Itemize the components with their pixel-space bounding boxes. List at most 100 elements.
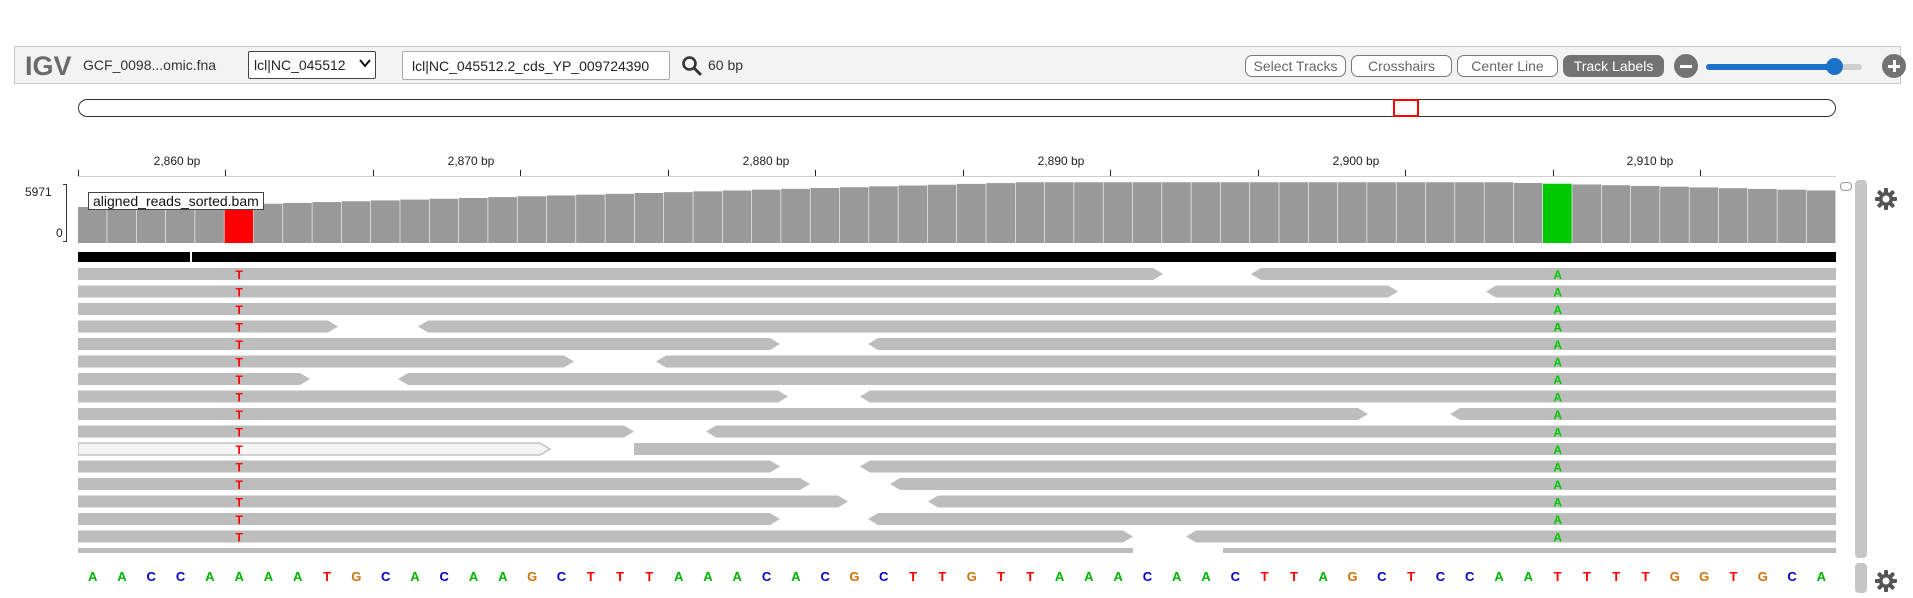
coverage-bar: [136, 207, 166, 243]
ruler-tick-label: 2,860 bp: [153, 154, 201, 168]
coverage-bar: [195, 205, 224, 243]
coverage-bar: [1718, 188, 1748, 243]
sequence-scrollbar[interactable]: [1855, 563, 1867, 593]
coverage-bar: [1484, 182, 1514, 243]
chromosome-select-value: lcl|NC_045512: [254, 57, 346, 73]
select-tracks-button[interactable]: Select Tracks: [1245, 55, 1346, 77]
gear-icon[interactable]: [1874, 569, 1898, 593]
sequence-base: A: [1113, 569, 1123, 584]
sequence-base: A: [468, 569, 479, 584]
coverage-max-label: 5971: [25, 185, 52, 199]
coverage-bar: [1777, 189, 1807, 243]
sequence-base: A: [1523, 569, 1534, 584]
zoom-slider-thumb[interactable]: [1825, 58, 1843, 75]
coverage-bar: [1806, 190, 1836, 243]
mismatch-base: A: [1553, 426, 1562, 440]
mismatch-base: A: [1553, 513, 1562, 527]
read-alignment: [1486, 285, 1836, 298]
mismatch-base: A: [1553, 268, 1562, 282]
sequence-base: C: [1142, 569, 1153, 584]
mismatch-base: A: [1553, 496, 1562, 510]
coverage-bar: [546, 195, 576, 243]
coverage-bar: [1162, 182, 1191, 243]
read-alignment: [1450, 408, 1836, 420]
crosshairs-button[interactable]: Crosshairs: [1351, 55, 1452, 77]
sequence-base: T: [1612, 569, 1621, 584]
coverage-bar: [253, 203, 283, 243]
mismatch-base: T: [235, 531, 243, 545]
track-resize-handle[interactable]: [1840, 182, 1852, 191]
mismatch-base: A: [1553, 461, 1562, 475]
sequence-base: T: [323, 569, 332, 584]
chromosome-select[interactable]: lcl|NC_045512: [248, 51, 376, 79]
downsampled-bar: [192, 252, 1836, 262]
sequence-base: A: [1172, 569, 1182, 584]
read-alignment: [78, 530, 1133, 543]
read-alignment: [78, 373, 310, 385]
coverage-min-label: 0: [56, 226, 63, 240]
alignment-track-canvas[interactable]: T A T A T A T A T A T A T A T A T A T A T A T A T A T A T A T A: [78, 180, 1836, 558]
read-alignment: [398, 373, 1836, 385]
alignment-scrollbar[interactable]: [1855, 180, 1867, 558]
mismatch-base: T: [235, 478, 243, 492]
igv-navbar: IGV GCF_0098...omic.fna lcl|NC_045512 lc…: [14, 46, 1906, 84]
sequence-base: C: [879, 569, 889, 584]
coverage-bar: [1132, 182, 1162, 243]
sequence-base: A: [732, 569, 742, 584]
track-labels-button[interactable]: Track Labels: [1563, 55, 1664, 77]
sequence-base: G: [1347, 569, 1358, 584]
ruler-tick-label: 2,900 bp: [1332, 154, 1380, 168]
coverage-bar: [1513, 182, 1543, 243]
coverage-bar: [605, 193, 635, 243]
coverage-bar: [1572, 184, 1601, 243]
zoom-slider[interactable]: [1706, 58, 1862, 75]
coverage-bar: [722, 190, 752, 243]
sequence-base: A: [263, 569, 274, 584]
sequence-base: A: [234, 569, 244, 584]
sequence-base: G: [351, 569, 362, 584]
center-line-button[interactable]: Center Line: [1457, 55, 1558, 77]
coverage-bar: [986, 183, 1015, 243]
gear-icon[interactable]: [1874, 187, 1898, 211]
coverage-bar: [1455, 182, 1484, 243]
sequence-base: A: [293, 569, 303, 584]
ruler-tick: [78, 170, 79, 177]
read-alignment: [78, 355, 574, 368]
coverage-bar: [517, 196, 547, 243]
zoom-in-icon[interactable]: [1882, 54, 1906, 78]
coverage-bar: [693, 191, 722, 243]
zoom-out-icon[interactable]: [1674, 54, 1698, 78]
sequence-base: C: [556, 569, 567, 584]
mismatch-base: T: [235, 356, 243, 370]
coverage-bar: [1191, 182, 1221, 243]
mismatch-base: T: [235, 426, 243, 440]
mismatch-base: A: [1553, 373, 1562, 387]
read-alignment: [1251, 268, 1836, 280]
coverage-bar: [1074, 182, 1103, 243]
sequence-base: A: [1054, 569, 1065, 584]
coverage-bar: [1103, 182, 1133, 243]
sequence-base: C: [146, 569, 156, 584]
zoom-slider-fill: [1706, 64, 1834, 70]
mismatch-base: A: [1553, 391, 1562, 405]
ruler-tick: [1110, 170, 1111, 177]
coverage-bar: [224, 204, 254, 243]
sequence-base: C: [380, 569, 391, 584]
read-alignment: [78, 390, 788, 403]
search-icon[interactable]: [681, 55, 703, 77]
genome-label[interactable]: GCF_0098...omic.fna: [83, 57, 217, 73]
locus-search-input[interactable]: lcl|NC_045512.2_cds_YP_009724390: [402, 51, 670, 80]
read-alignment: [634, 443, 1836, 455]
sequence-base: C: [1377, 569, 1387, 584]
ruler-tick: [225, 170, 226, 177]
coverage-bar: [1308, 182, 1338, 243]
mismatch-base: T: [235, 391, 243, 405]
read-alignment: [78, 320, 338, 333]
read-alignment: [868, 513, 1836, 525]
chromosome-ideogram[interactable]: [78, 99, 1836, 117]
coverage-bar: [1396, 182, 1426, 243]
coverage-bar: [1689, 187, 1719, 243]
sequence-base: A: [117, 569, 127, 584]
coverage-bar: [400, 199, 429, 243]
read-alignment: [868, 338, 1836, 350]
